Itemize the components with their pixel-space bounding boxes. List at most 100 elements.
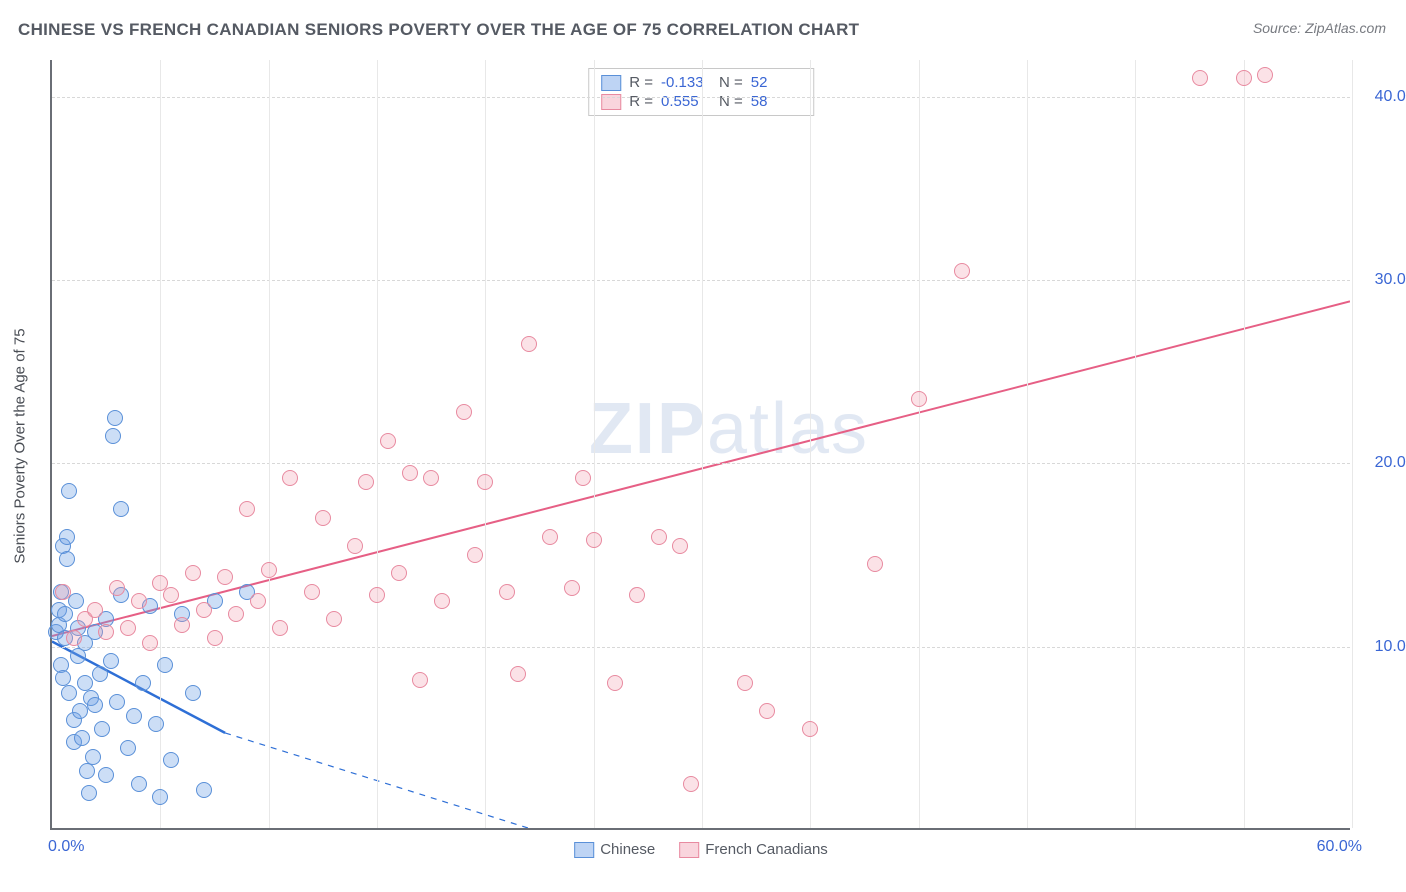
y-tick-label: 30.0% [1360, 271, 1406, 289]
chart-container: CHINESE VS FRENCH CANADIAN SENIORS POVER… [0, 0, 1406, 892]
data-point-french [66, 630, 82, 646]
data-point-french [402, 465, 418, 481]
data-point-french [651, 529, 667, 545]
data-point-french [109, 580, 125, 596]
data-point-french [607, 675, 623, 691]
gridline-h [52, 647, 1350, 648]
data-point-french [586, 532, 602, 548]
data-point-french [412, 672, 428, 688]
data-point-french [434, 593, 450, 609]
data-point-french [250, 593, 266, 609]
gridline-v [160, 60, 161, 828]
data-point-french [55, 584, 71, 600]
n-label: N = [719, 74, 743, 91]
swatch-chinese [601, 75, 621, 91]
data-point-french [867, 556, 883, 572]
data-point-french [467, 547, 483, 563]
data-point-chinese [68, 593, 84, 609]
gridline-h [52, 97, 1350, 98]
data-point-french [217, 569, 233, 585]
gridline-h [52, 280, 1350, 281]
data-point-french [575, 470, 591, 486]
data-point-french [629, 587, 645, 603]
data-point-chinese [94, 721, 110, 737]
data-point-chinese [57, 606, 73, 622]
data-point-chinese [79, 763, 95, 779]
gridline-v [594, 60, 595, 828]
x-tick-60: 60.0% [1317, 838, 1362, 856]
data-point-french [737, 675, 753, 691]
legend-label-french: French Canadians [705, 841, 828, 858]
source-attribution: Source: ZipAtlas.com [1253, 20, 1386, 36]
data-point-chinese [81, 785, 97, 801]
data-point-chinese [152, 789, 168, 805]
gridline-v [485, 60, 486, 828]
data-point-french [391, 565, 407, 581]
data-point-chinese [120, 740, 136, 756]
data-point-chinese [109, 694, 125, 710]
gridline-v [1244, 60, 1245, 828]
data-point-french [196, 602, 212, 618]
data-point-french [207, 630, 223, 646]
data-point-french [120, 620, 136, 636]
data-point-french [1236, 70, 1252, 86]
data-point-chinese [72, 703, 88, 719]
data-point-chinese [92, 666, 108, 682]
r-value-french: 0.555 [661, 93, 711, 110]
data-point-french [954, 263, 970, 279]
x-tick-0: 0.0% [48, 838, 84, 856]
data-point-french [564, 580, 580, 596]
gridline-v [1352, 60, 1353, 828]
gridline-v [919, 60, 920, 828]
data-point-french [228, 606, 244, 622]
data-point-french [521, 336, 537, 352]
data-point-chinese [196, 782, 212, 798]
data-point-french [423, 470, 439, 486]
n-value-chinese: 52 [751, 74, 801, 91]
data-point-french [261, 562, 277, 578]
legend-item-chinese: Chinese [574, 841, 655, 858]
data-point-chinese [105, 428, 121, 444]
data-point-french [326, 611, 342, 627]
y-tick-label: 20.0% [1360, 454, 1406, 472]
data-point-chinese [148, 716, 164, 732]
stats-legend-box: R = -0.133 N = 52 R = 0.555 N = 58 [588, 68, 814, 116]
data-point-chinese [131, 776, 147, 792]
gridline-v [810, 60, 811, 828]
data-point-french [802, 721, 818, 737]
data-point-french [185, 565, 201, 581]
data-point-chinese [107, 410, 123, 426]
y-tick-label: 10.0% [1360, 638, 1406, 656]
data-point-french [315, 510, 331, 526]
data-point-french [131, 593, 147, 609]
data-point-chinese [157, 657, 173, 673]
data-point-french [380, 433, 396, 449]
legend-swatch-chinese [574, 842, 594, 858]
data-point-french [477, 474, 493, 490]
legend-label-chinese: Chinese [600, 841, 655, 858]
data-point-french [304, 584, 320, 600]
data-point-french [272, 620, 288, 636]
data-point-french [499, 584, 515, 600]
data-point-french [510, 666, 526, 682]
data-point-french [759, 703, 775, 719]
data-point-french [672, 538, 688, 554]
data-point-chinese [185, 685, 201, 701]
data-point-chinese [61, 685, 77, 701]
gridline-v [269, 60, 270, 828]
stats-row-chinese: R = -0.133 N = 52 [601, 73, 801, 92]
data-point-french [1192, 70, 1208, 86]
stats-row-french: R = 0.555 N = 58 [601, 92, 801, 111]
chart-title: CHINESE VS FRENCH CANADIAN SENIORS POVER… [18, 20, 859, 40]
watermark: ZIPatlas [589, 388, 869, 470]
data-point-chinese [74, 730, 90, 746]
data-point-french [369, 587, 385, 603]
legend-swatch-french [679, 842, 699, 858]
data-point-french [358, 474, 374, 490]
data-point-chinese [98, 767, 114, 783]
y-tick-label: 40.0% [1360, 88, 1406, 106]
data-point-french [87, 602, 103, 618]
data-point-chinese [59, 551, 75, 567]
plot-area: ZIPatlas R = -0.133 N = 52 R = 0.555 N =… [50, 60, 1350, 830]
n-label: N = [719, 93, 743, 110]
